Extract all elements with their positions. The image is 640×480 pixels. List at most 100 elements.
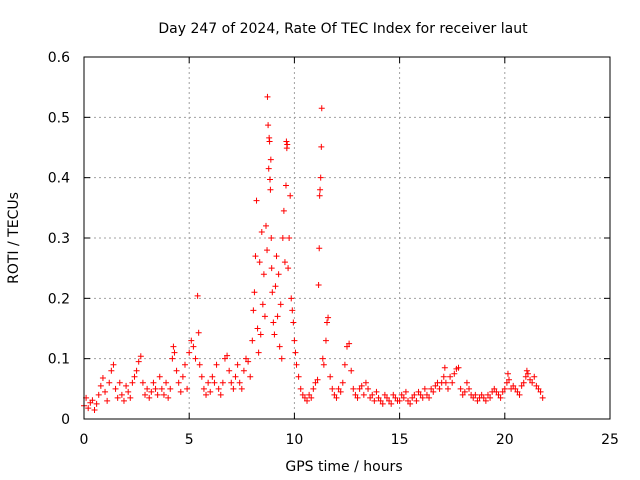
data-point-marker (327, 373, 334, 380)
data-point-marker (461, 388, 468, 395)
data-point-marker (398, 391, 405, 398)
data-point-marker (91, 406, 98, 413)
data-point-marker (247, 373, 254, 380)
data-point-marker (447, 373, 454, 380)
data-point-marker (226, 367, 233, 374)
data-point-marker (381, 391, 388, 398)
y-tick-label: 0.4 (48, 171, 70, 187)
data-point-marker (95, 391, 102, 398)
data-point-marker (516, 391, 523, 398)
data-point-marker (423, 391, 430, 398)
x-tick-label: 15 (391, 432, 409, 448)
data-point-marker (292, 349, 299, 356)
data-point-marker (232, 373, 239, 380)
data-point-marker (430, 388, 437, 395)
data-point-marker (255, 349, 262, 356)
data-point-marker (286, 235, 293, 241)
data-point-marker (238, 385, 245, 392)
data-point-marker (285, 265, 292, 272)
data-point-marker (165, 394, 172, 401)
data-point-marker (348, 367, 355, 374)
data-point-marker (250, 307, 257, 314)
data-point-marker (333, 394, 340, 401)
data-point-marker (127, 394, 134, 401)
data-point-marker (131, 373, 138, 380)
data-point-marker (390, 391, 397, 398)
data-point-marker (301, 394, 308, 401)
data-point-marker (188, 337, 195, 344)
data-point-marker (531, 373, 538, 380)
data-point-marker (463, 379, 470, 386)
data-point-marker (270, 319, 277, 326)
x-tick-label: 0 (80, 432, 89, 448)
data-point-marker (262, 222, 269, 229)
data-point-marker (535, 385, 542, 392)
data-point-marker (504, 370, 511, 377)
data-point-marker (167, 385, 174, 392)
data-point-marker (207, 388, 214, 395)
y-axis-ticks: 0 0.1 0.2 0.3 0.4 0.5 0.6 (48, 50, 610, 428)
data-point-marker (411, 391, 418, 398)
data-point-marker (135, 358, 142, 365)
data-point-marker (269, 289, 276, 296)
data-point-marker (190, 343, 197, 350)
data-point-marker (144, 385, 151, 392)
data-point-marker (271, 331, 278, 338)
y-tick-label: 0.2 (48, 291, 70, 307)
data-point-marker (523, 367, 530, 374)
data-point-marker (267, 156, 274, 163)
data-point-marker (287, 192, 294, 199)
data-point-marker (267, 186, 274, 193)
data-point-marker (106, 379, 113, 386)
data-point-marker (142, 391, 149, 398)
data-point-marker (148, 388, 155, 395)
data-point-marker (268, 265, 275, 272)
data-point-marker (169, 355, 176, 362)
data-point-marker (539, 394, 546, 401)
data-point-marker (97, 382, 104, 389)
data-point-marker (256, 259, 263, 266)
plot-frame (83, 56, 611, 420)
data-point-marker (514, 388, 521, 395)
data-point-marker (203, 391, 210, 398)
data-point-marker (365, 385, 372, 392)
data-point-marker (493, 388, 500, 395)
data-point-marker (308, 394, 315, 401)
data-point-marker (510, 382, 517, 389)
data-point-marker (99, 374, 106, 381)
data-point-marker (265, 122, 272, 129)
data-point-marker (283, 138, 290, 145)
data-point-marker (264, 93, 271, 100)
data-point-marker (537, 388, 544, 395)
data-point-marker (388, 400, 395, 407)
data-point-marker (289, 307, 296, 314)
data-point-marker (371, 397, 378, 404)
data-point-marker (480, 394, 487, 401)
data-point-marker (110, 361, 117, 368)
data-point-marker (236, 379, 243, 386)
data-point-marker (487, 394, 494, 401)
data-point-marker (324, 319, 331, 326)
data-point-marker (108, 367, 115, 374)
data-point-marker (337, 388, 344, 395)
data-point-marker (470, 394, 477, 401)
data-point-marker (297, 385, 304, 392)
y-tick-label: 0.1 (48, 352, 70, 368)
data-point-marker (518, 382, 525, 389)
data-point-marker (346, 340, 353, 347)
x-axis-label: GPS time / hours (285, 459, 402, 475)
data-point-marker (137, 353, 144, 360)
data-point-marker (152, 385, 159, 392)
data-point-marker (261, 313, 268, 320)
data-point-marker (228, 379, 235, 386)
data-point-marker (466, 385, 473, 392)
data-point-marker (198, 373, 205, 380)
data-point-marker (150, 379, 157, 386)
data-point-marker (320, 361, 327, 368)
data-point-marker (375, 394, 382, 401)
data-point-marker (276, 343, 283, 350)
data-point-marker (499, 388, 506, 395)
data-point-marker (322, 337, 329, 344)
data-point-marker (177, 388, 184, 395)
